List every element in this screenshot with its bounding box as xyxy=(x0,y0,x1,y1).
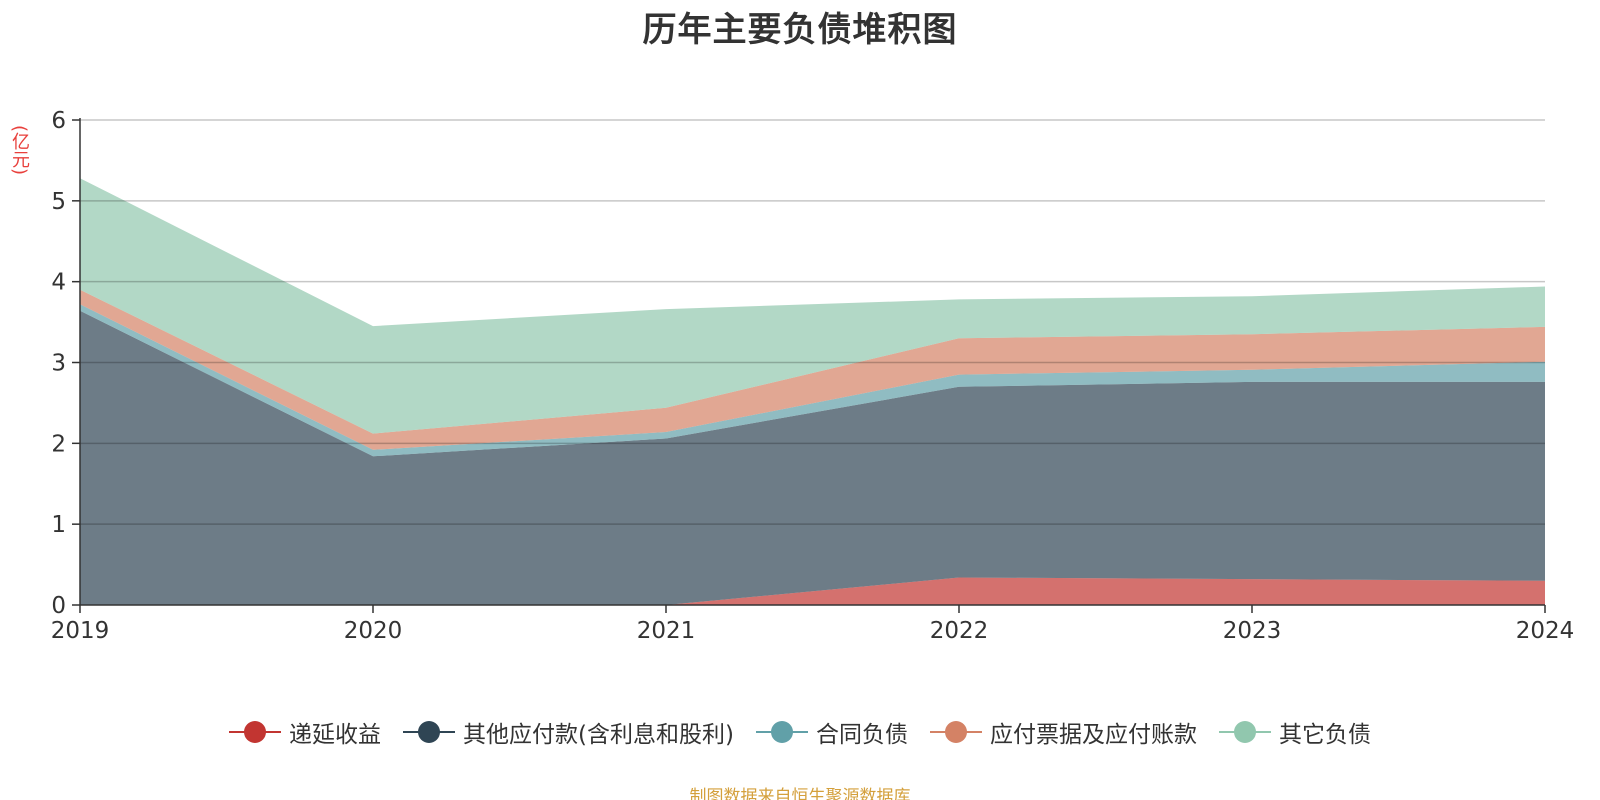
legend-label: 应付票据及应付账款 xyxy=(989,722,1197,748)
chart-title: 历年主要负债堆积图 xyxy=(642,10,958,50)
y-tick-label-4: 4 xyxy=(51,270,66,296)
y-tick-label-3: 3 xyxy=(51,351,66,377)
legend-marker-icon xyxy=(755,720,808,744)
area-series-3 xyxy=(80,304,1545,457)
gridlines xyxy=(80,119,1545,525)
chart-legend: 递延收益 其他应付款(含利息和股利) 合同负债 应付票据及应付账款 其它负债 xyxy=(0,715,1600,749)
legend-marker-icon xyxy=(403,720,456,744)
legend-label: 其它负债 xyxy=(1278,722,1371,748)
legend-item-1[interactable]: 递延收益 xyxy=(229,715,381,749)
source-note: 制图数据来自恒生聚源数据库 xyxy=(689,787,911,800)
y-tick-label-6: 6 xyxy=(51,108,66,134)
legend-label: 递延收益 xyxy=(289,722,382,748)
legend-marker-icon xyxy=(929,720,982,744)
legend-item-4[interactable]: 应付票据及应付账款 xyxy=(929,715,1197,749)
legend-marker-icon xyxy=(229,720,282,744)
legend-label: 合同负债 xyxy=(815,722,908,748)
x-tick-label-2024: 2024 xyxy=(1516,618,1575,644)
area-series-5 xyxy=(80,178,1545,434)
y-tick-label-2: 2 xyxy=(51,431,66,457)
area-series-4 xyxy=(80,289,1545,450)
area-series-2 xyxy=(80,310,1545,605)
stacked-area-chart: 0 1 2 3 4 5 6 2019 2020 2021 2022 2023 2024 xyxy=(51,108,1575,644)
y-axis-unit-label: (亿元) xyxy=(9,124,30,176)
legend-dot-icon xyxy=(944,721,967,743)
x-tick-label-2020: 2020 xyxy=(344,618,403,644)
legend-dot-icon xyxy=(418,721,441,743)
legend-label: 其他应付款(含利息和股利) xyxy=(463,722,734,748)
y-tick-label-1: 1 xyxy=(51,512,66,538)
legend-dot-icon xyxy=(770,721,793,743)
x-tick-label-2021: 2021 xyxy=(637,618,696,644)
legend-item-2[interactable]: 其他应付款(含利息和股利) xyxy=(403,715,734,749)
legend-item-5[interactable]: 其它负债 xyxy=(1218,715,1371,749)
legend-marker-icon xyxy=(1218,720,1271,744)
x-tick-label-2019: 2019 xyxy=(51,618,110,644)
legend-item-3[interactable]: 合同负债 xyxy=(755,715,908,749)
y-tick-label-0: 0 xyxy=(51,593,66,619)
area-series-group xyxy=(80,178,1545,605)
x-tick-label-2022: 2022 xyxy=(930,618,989,644)
y-tick-label-5: 5 xyxy=(51,189,66,215)
legend-dot-icon xyxy=(244,721,267,743)
legend-dot-icon xyxy=(1233,721,1256,743)
x-tick-label-2023: 2023 xyxy=(1223,618,1282,644)
